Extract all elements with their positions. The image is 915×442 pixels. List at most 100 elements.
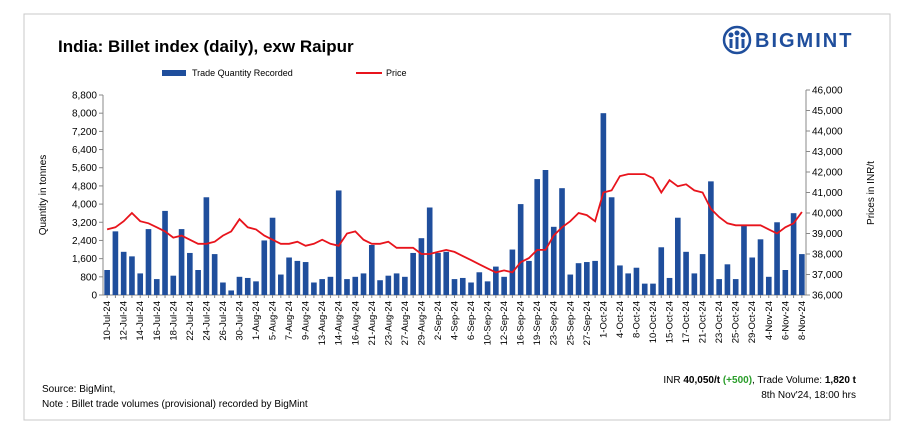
bar: [451, 279, 458, 295]
bar: [526, 260, 532, 295]
bar: [385, 275, 392, 295]
bar: [476, 272, 483, 295]
bar: [658, 247, 665, 295]
bar: [137, 273, 144, 295]
bar: [178, 229, 185, 295]
bar: [112, 231, 119, 295]
summary-part: INR: [663, 375, 683, 386]
bar: [708, 181, 714, 295]
y-axis-title: Quantity in tonnes: [38, 155, 49, 236]
x-tick-label: 1-Oct-24: [598, 301, 609, 338]
x-tick-label: 14-Aug-24: [334, 301, 345, 345]
bar: [236, 276, 243, 295]
y-tick-label: 0: [91, 291, 97, 302]
bar: [716, 279, 722, 295]
x-tick-label: 8-Oct-24: [631, 301, 642, 338]
x-tick-label: 23-Aug-24: [383, 301, 394, 345]
bar: [120, 251, 127, 295]
price-line: [106, 173, 803, 274]
bar: [278, 274, 284, 295]
bar: [195, 270, 201, 295]
y2-tick-label: 46,000: [812, 86, 843, 97]
bar: [129, 256, 135, 295]
logo: [722, 25, 752, 55]
legend-label: Trade Quantity Recorded: [192, 68, 293, 78]
bar: [335, 190, 342, 295]
bar: [311, 282, 317, 295]
x-tick-label: 30-Jul-24: [234, 301, 245, 341]
y2-tick-label: 39,000: [812, 229, 843, 240]
x-tick-label: 10-Oct-24: [648, 301, 659, 343]
x-tick-label: 9-Aug-24: [301, 301, 312, 340]
y-tick-label: 4,800: [72, 181, 97, 192]
bar: [600, 113, 607, 295]
bar: [542, 170, 549, 295]
x-tick-label: 6-Sep-24: [466, 301, 477, 340]
x-tick-label: 24-Jul-24: [201, 301, 212, 341]
bar: [286, 257, 292, 295]
y2-axis-title: Prices in INR/t: [866, 161, 877, 225]
y-tick-label: 7,200: [72, 127, 97, 138]
x-tick-label: 29-Oct-24: [747, 301, 758, 343]
y-tick-label: 5,600: [72, 163, 97, 174]
bar: [517, 204, 524, 295]
y2-tick-label: 36,000: [812, 291, 843, 302]
y2-tick-label: 45,000: [812, 106, 843, 117]
bar: [153, 279, 160, 295]
source-note: Note : Billet trade volumes (provisional…: [42, 399, 308, 410]
x-tick-label: 15-Oct-24: [665, 301, 676, 343]
x-tick-label: 12-Sep-24: [499, 301, 510, 345]
bar: [724, 264, 731, 295]
bar: [749, 257, 756, 295]
bar: [253, 281, 259, 295]
y-tick-label: 8,000: [72, 109, 97, 120]
x-tick-label: 22-Jul-24: [185, 301, 196, 341]
x-tick-label: 8-Nov-24: [797, 301, 808, 340]
x-tick-label: 27-Aug-24: [400, 301, 411, 345]
bar: [261, 240, 268, 295]
x-tick-label: 10-Jul-24: [102, 301, 113, 341]
x-tick-label: 27-Sep-24: [582, 301, 593, 345]
bar: [302, 262, 309, 295]
bar: [493, 266, 499, 295]
x-tick-label: 2-Sep-24: [433, 301, 444, 340]
bar: [435, 252, 441, 295]
y2-tick-label: 43,000: [812, 147, 843, 158]
bar: [459, 277, 466, 295]
bar: [550, 226, 557, 295]
bar: [410, 252, 416, 295]
x-tick-label: 13-Aug-24: [317, 301, 328, 345]
x-tick-label: 29-Aug-24: [416, 301, 427, 345]
bar: [294, 260, 301, 295]
x-tick-label: 16-Sep-24: [516, 301, 527, 345]
bar: [559, 188, 565, 295]
bar: [145, 229, 152, 295]
bar: [699, 254, 706, 295]
y-tick-label: 1,600: [72, 254, 97, 265]
bar: [584, 262, 590, 295]
summary: INR 40,050/t (+500), Trade Volume: 1,820…: [663, 375, 856, 386]
bar: [418, 238, 425, 295]
y2-tick-label: 42,000: [812, 168, 843, 179]
bar: [575, 263, 582, 295]
bar: [625, 273, 631, 295]
bar: [468, 282, 474, 295]
bar: [244, 277, 251, 295]
bar: [732, 279, 739, 295]
brand: BIGMINT: [755, 30, 853, 52]
bar: [344, 279, 350, 295]
x-tick-label: 17-Oct-24: [681, 301, 692, 343]
bar: [757, 239, 764, 295]
x-tick-label: 5-Aug-24: [268, 301, 279, 340]
x-tick-label: 12-Jul-24: [119, 301, 130, 341]
bar: [501, 276, 507, 295]
x-tick-label: 7-Aug-24: [284, 301, 295, 340]
bar: [633, 267, 640, 295]
summary-price: 40,050/t: [683, 375, 720, 386]
bar: [368, 245, 375, 295]
chart-title: India: Billet index (daily), exw Raipur: [58, 37, 354, 56]
x-tick-label: 26-Jul-24: [218, 301, 229, 341]
bar: [170, 275, 177, 295]
bar: [269, 217, 276, 295]
